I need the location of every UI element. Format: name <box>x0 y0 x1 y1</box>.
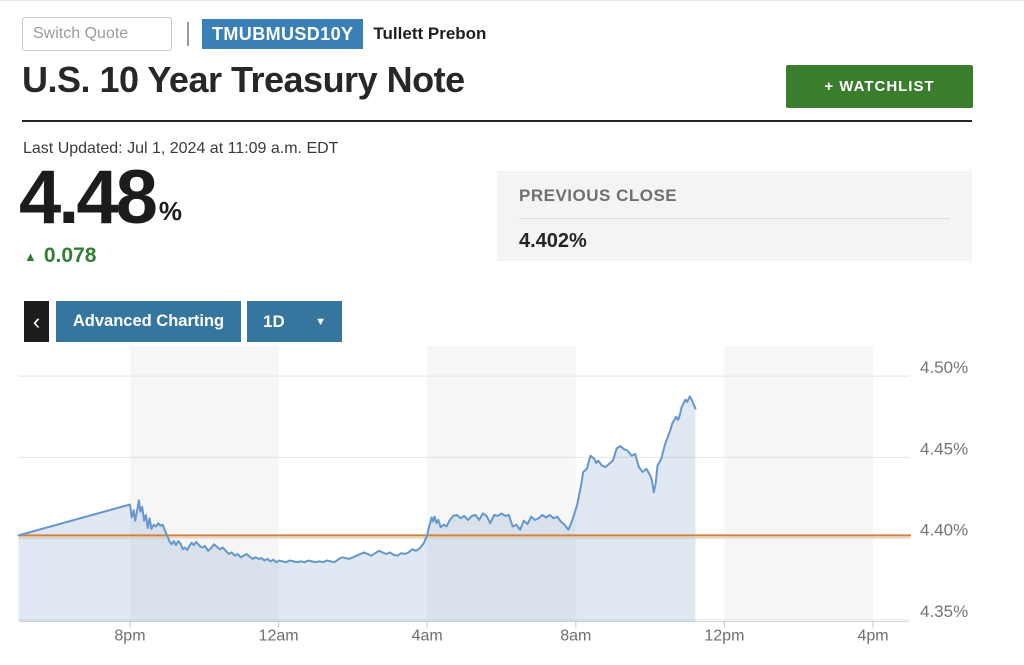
previous-close-card: PREVIOUS CLOSE 4.402% <box>497 171 972 261</box>
y-axis-label: 4.50% <box>920 358 968 377</box>
chevron-down-icon: ▼ <box>315 315 326 328</box>
x-axis-label: 4pm <box>857 628 888 645</box>
up-arrow-icon: ▲ <box>24 248 37 264</box>
x-axis-label: 12am <box>259 628 299 645</box>
price-change: ▲ 0.078 <box>24 244 96 268</box>
y-axis-label: 4.35% <box>920 602 968 621</box>
advanced-charting-button[interactable]: Advanced Charting <box>56 301 241 342</box>
x-axis-label: 8pm <box>114 628 145 645</box>
header-separator <box>187 22 189 46</box>
yield-area-fill <box>18 396 696 622</box>
time-range-dropdown[interactable]: 1D ▼ <box>247 301 342 342</box>
price-chart[interactable]: 4.35% 4.40% 4.45% 4.50% 8pm 12am 4am 8am 12pm 4pm <box>0 296 1024 665</box>
y-axis-label: 4.40% <box>920 521 968 540</box>
x-axis-label: 4am <box>412 628 443 645</box>
current-price: 4.48 % <box>19 155 183 240</box>
x-axis-label: 8am <box>560 628 591 645</box>
y-axis-label: 4.45% <box>920 439 968 458</box>
previous-close-value: 4.402% <box>519 230 587 252</box>
last-updated-text: Last Updated: Jul 1, 2024 at 11:09 a.m. … <box>23 140 339 157</box>
chart-region: ‹ Advanced Charting 1D ▼ 4.35% 4.40% 4.45%… <box>0 296 1024 665</box>
time-band <box>724 346 874 622</box>
previous-close-divider <box>519 218 950 219</box>
time-band <box>427 346 576 622</box>
page-title: U.S. 10 Year Treasury Note <box>22 59 465 100</box>
time-band <box>129 346 279 622</box>
price-value: 4.48 <box>19 155 158 240</box>
ticker-badge: TMUBMUSD10Y <box>202 19 364 49</box>
x-axis-label: 12pm <box>704 628 744 645</box>
time-range-value: 1D <box>263 311 285 331</box>
previous-close-label: PREVIOUS CLOSE <box>519 186 678 205</box>
switch-quote-input[interactable] <box>22 17 172 51</box>
back-button[interactable]: ‹ <box>24 301 49 342</box>
change-value: 0.078 <box>43 244 97 267</box>
yield-line <box>17 395 697 564</box>
add-to-watchlist-button[interactable]: + WATCHLIST <box>786 65 973 108</box>
quote-source: Tullett Prebon <box>373 24 487 43</box>
price-unit: % <box>158 196 183 227</box>
quote-header-row: TMUBMUSD10Y Tullett Prebon <box>22 17 486 51</box>
chart-toolbar: ‹ Advanced Charting 1D ▼ <box>24 301 342 342</box>
title-divider <box>22 120 972 122</box>
